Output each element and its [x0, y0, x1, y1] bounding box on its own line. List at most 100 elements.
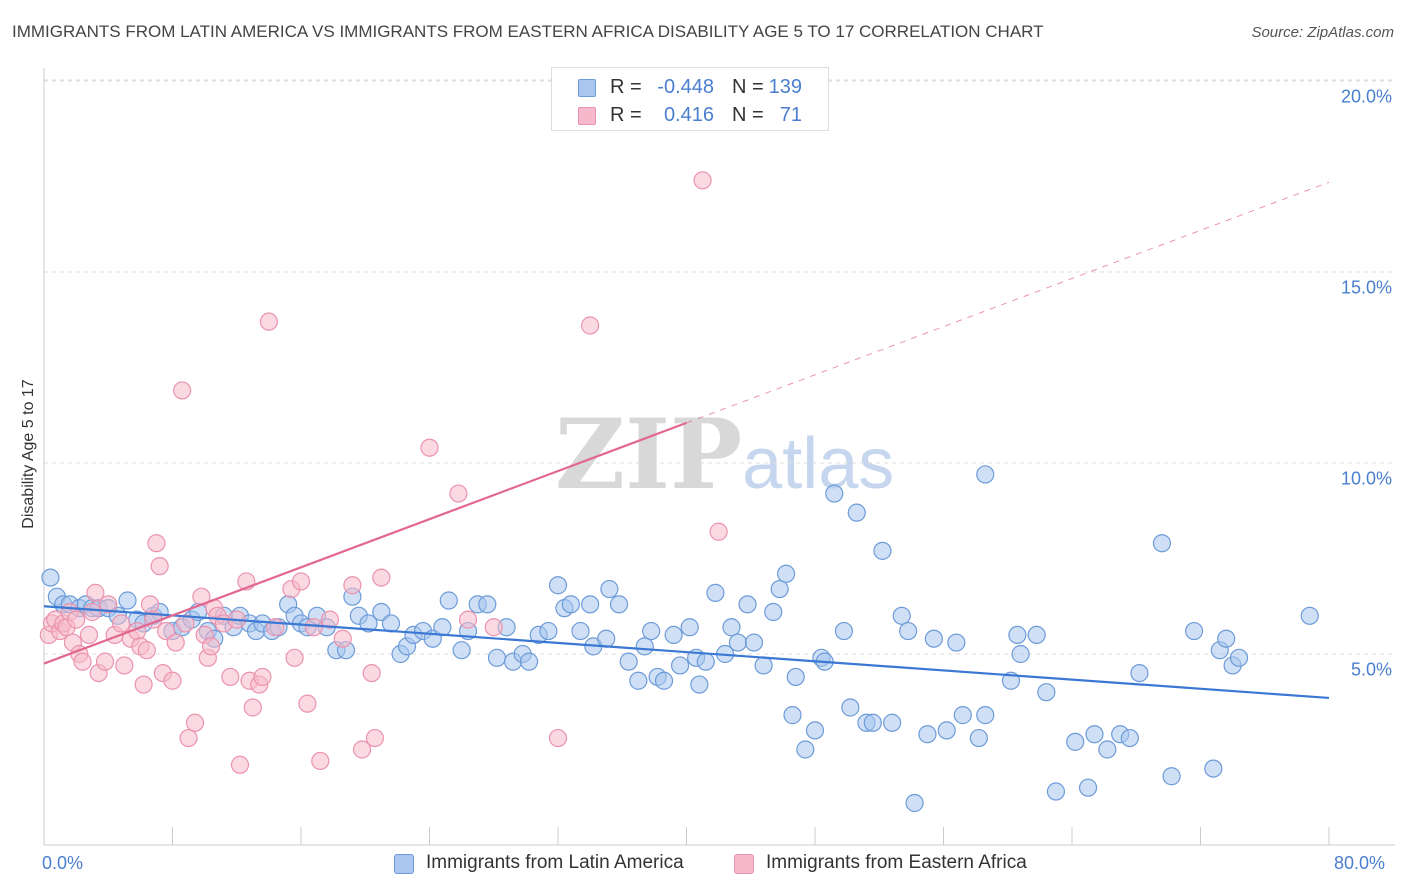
grid-lines	[44, 79, 1395, 655]
data-point-latin-america	[118, 591, 137, 610]
data-point-eastern-africa	[111, 614, 131, 633]
data-point-eastern-africa	[79, 625, 99, 645]
legend-n-value: 71	[779, 104, 802, 126]
bottom-legend-label: Immigrants from Eastern Africa	[766, 852, 1027, 873]
data-point-latin-america	[738, 595, 757, 614]
legend-swatch-blue	[578, 79, 596, 97]
data-point-latin-america	[1027, 625, 1046, 645]
data-point-eastern-africa	[343, 576, 362, 595]
data-point-latin-america	[805, 721, 825, 740]
data-point-latin-america	[905, 793, 924, 813]
y-tick-label-5: 5.0%	[1350, 659, 1392, 680]
data-point-latin-america	[1300, 606, 1319, 625]
data-point-latin-america	[1152, 534, 1172, 553]
data-point-latin-america	[796, 740, 815, 759]
data-point-latin-america	[1066, 732, 1085, 751]
data-point-latin-america	[1229, 648, 1249, 667]
data-point-eastern-africa	[420, 438, 439, 457]
legend-r-label: R =	[610, 104, 642, 126]
data-point-latin-america	[690, 675, 709, 694]
axes	[43, 68, 1395, 846]
legend-r-value: -0.448	[657, 76, 714, 98]
data-point-eastern-africa	[134, 675, 153, 694]
data-point-eastern-africa	[548, 728, 568, 748]
data-point-latin-america	[770, 579, 789, 599]
data-point-latin-america	[629, 671, 648, 690]
data-point-eastern-africa	[304, 618, 323, 637]
data-point-eastern-africa	[140, 595, 160, 614]
data-point-latin-america	[1217, 629, 1236, 648]
data-point-latin-america	[825, 484, 844, 503]
data-point-eastern-africa	[137, 641, 156, 660]
data-point-eastern-africa	[86, 583, 105, 602]
data-point-latin-america	[976, 706, 995, 725]
data-point-latin-america	[1037, 683, 1056, 702]
data-point-latin-america	[41, 568, 60, 587]
data-point-latin-america	[654, 671, 674, 690]
data-point-latin-america	[976, 465, 995, 484]
data-point-latin-america	[776, 564, 796, 583]
data-point-eastern-africa	[693, 171, 712, 190]
y-tick-label-10: 10.0%	[1340, 468, 1392, 489]
data-point-eastern-africa	[173, 381, 192, 400]
watermark-zip: ZIP	[555, 398, 743, 511]
data-point-eastern-africa	[221, 667, 240, 687]
watermark: ZIPatlas	[555, 398, 894, 511]
data-point-latin-america	[1011, 644, 1030, 664]
data-point-latin-america	[847, 503, 866, 522]
data-point-latin-america	[478, 595, 497, 614]
data-point-latin-america	[1046, 782, 1066, 801]
data-point-latin-america	[1204, 759, 1223, 778]
data-point-latin-america	[924, 629, 943, 648]
data-point-eastern-africa	[147, 534, 166, 553]
bottom-legend-swatch-pink	[734, 854, 754, 874]
data-point-latin-america	[581, 595, 600, 614]
data-point-latin-america	[381, 614, 401, 633]
y-tick-label-15: 15.0%	[1340, 277, 1392, 298]
trend-lines	[43, 181, 1330, 700]
x-tick-label-max: 80.0%	[1334, 853, 1386, 873]
data-point-latin-america	[899, 621, 918, 641]
bottom-legend-swatch-blue	[394, 854, 414, 874]
data-point-latin-america	[754, 656, 773, 675]
data-point-latin-america	[764, 602, 783, 622]
data-point-latin-america	[969, 728, 988, 748]
legend-row-eastern-africa: R = 0.416 N = 71	[552, 102, 828, 130]
data-point-eastern-africa	[73, 652, 92, 671]
data-point-latin-america	[1162, 767, 1181, 786]
data-point-eastern-africa	[179, 728, 198, 748]
data-point-latin-america	[1130, 663, 1149, 683]
data-point-eastern-africa	[115, 656, 134, 675]
data-point-latin-america	[519, 652, 539, 671]
data-point-eastern-africa	[458, 610, 478, 629]
data-point-latin-america	[609, 595, 629, 614]
data-point-eastern-africa	[83, 602, 102, 622]
source-label: Source: ZipAtlas.com	[1251, 24, 1394, 41]
y-axis-label: Disability Age 5 to 17	[20, 379, 37, 529]
data-point-eastern-africa	[372, 568, 391, 587]
data-point-eastern-africa	[484, 618, 503, 637]
data-point-eastern-africa	[243, 698, 262, 717]
data-point-eastern-africa	[230, 755, 250, 774]
data-point-latin-america	[439, 591, 458, 610]
legend-r-label: R =	[610, 76, 642, 98]
data-point-eastern-africa	[67, 610, 86, 629]
chart-title: IMMIGRANTS FROM LATIN AMERICA VS IMMIGRA…	[12, 22, 1044, 41]
data-point-eastern-africa	[365, 728, 384, 748]
data-point-eastern-africa	[320, 610, 340, 629]
data-point-eastern-africa	[362, 663, 381, 683]
data-point-eastern-africa	[185, 713, 205, 732]
trend-line-latin-america	[43, 605, 1330, 700]
data-point-latin-america	[937, 721, 956, 740]
data-point-latin-america	[728, 633, 748, 652]
data-point-latin-america	[873, 541, 892, 560]
trend-line-eastern-africa-extension	[686, 181, 1330, 424]
data-point-eastern-africa	[285, 648, 304, 667]
data-point-latin-america	[487, 648, 507, 667]
data-point-latin-america	[783, 706, 802, 725]
data-point-latin-america	[1184, 621, 1204, 641]
data-point-latin-america	[696, 652, 715, 671]
data-point-latin-america	[1120, 728, 1139, 748]
data-point-latin-america	[619, 652, 638, 671]
